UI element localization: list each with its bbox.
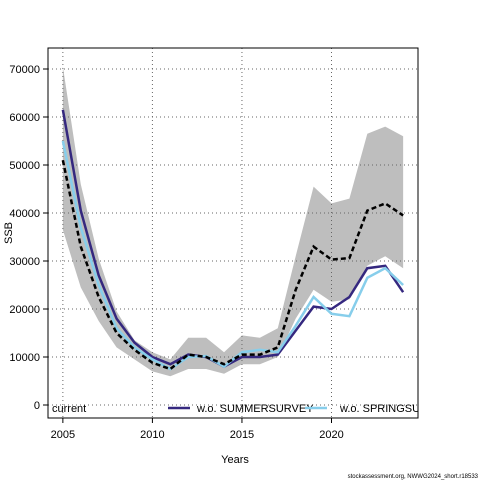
series-line [61,109,405,369]
confidence-band [62,66,404,377]
y-tick-label: 40000 [9,208,40,220]
y-tick-label: 30000 [9,256,40,268]
legend-label: w.o. SUMMERSURVEY [196,403,314,415]
legend-label: current [52,403,86,415]
x-tick-label: 2005 [51,429,75,441]
y-tick-label: 20000 [9,304,40,316]
y-tick-label: 60000 [9,112,40,124]
x-tick-label: 2015 [230,429,254,441]
y-tick-label: 10000 [9,352,40,364]
footer: stockassessment.org, NWWG2024_short.r185… [348,474,479,480]
plot-frame [47,47,419,419]
series-line [61,159,404,371]
y-axis-label: SSB [3,222,15,244]
y-tick-label: 70000 [9,64,40,76]
series-line [61,140,404,371]
legend-label: w.o. SPRINGSURVEY [339,403,450,415]
x-axis-label: Years [221,454,249,466]
y-tick-label: 50000 [9,160,40,172]
x-tick-label: 2010 [140,429,164,441]
x-tick-label: 2020 [319,429,343,441]
y-tick-label: 0 [34,400,40,412]
